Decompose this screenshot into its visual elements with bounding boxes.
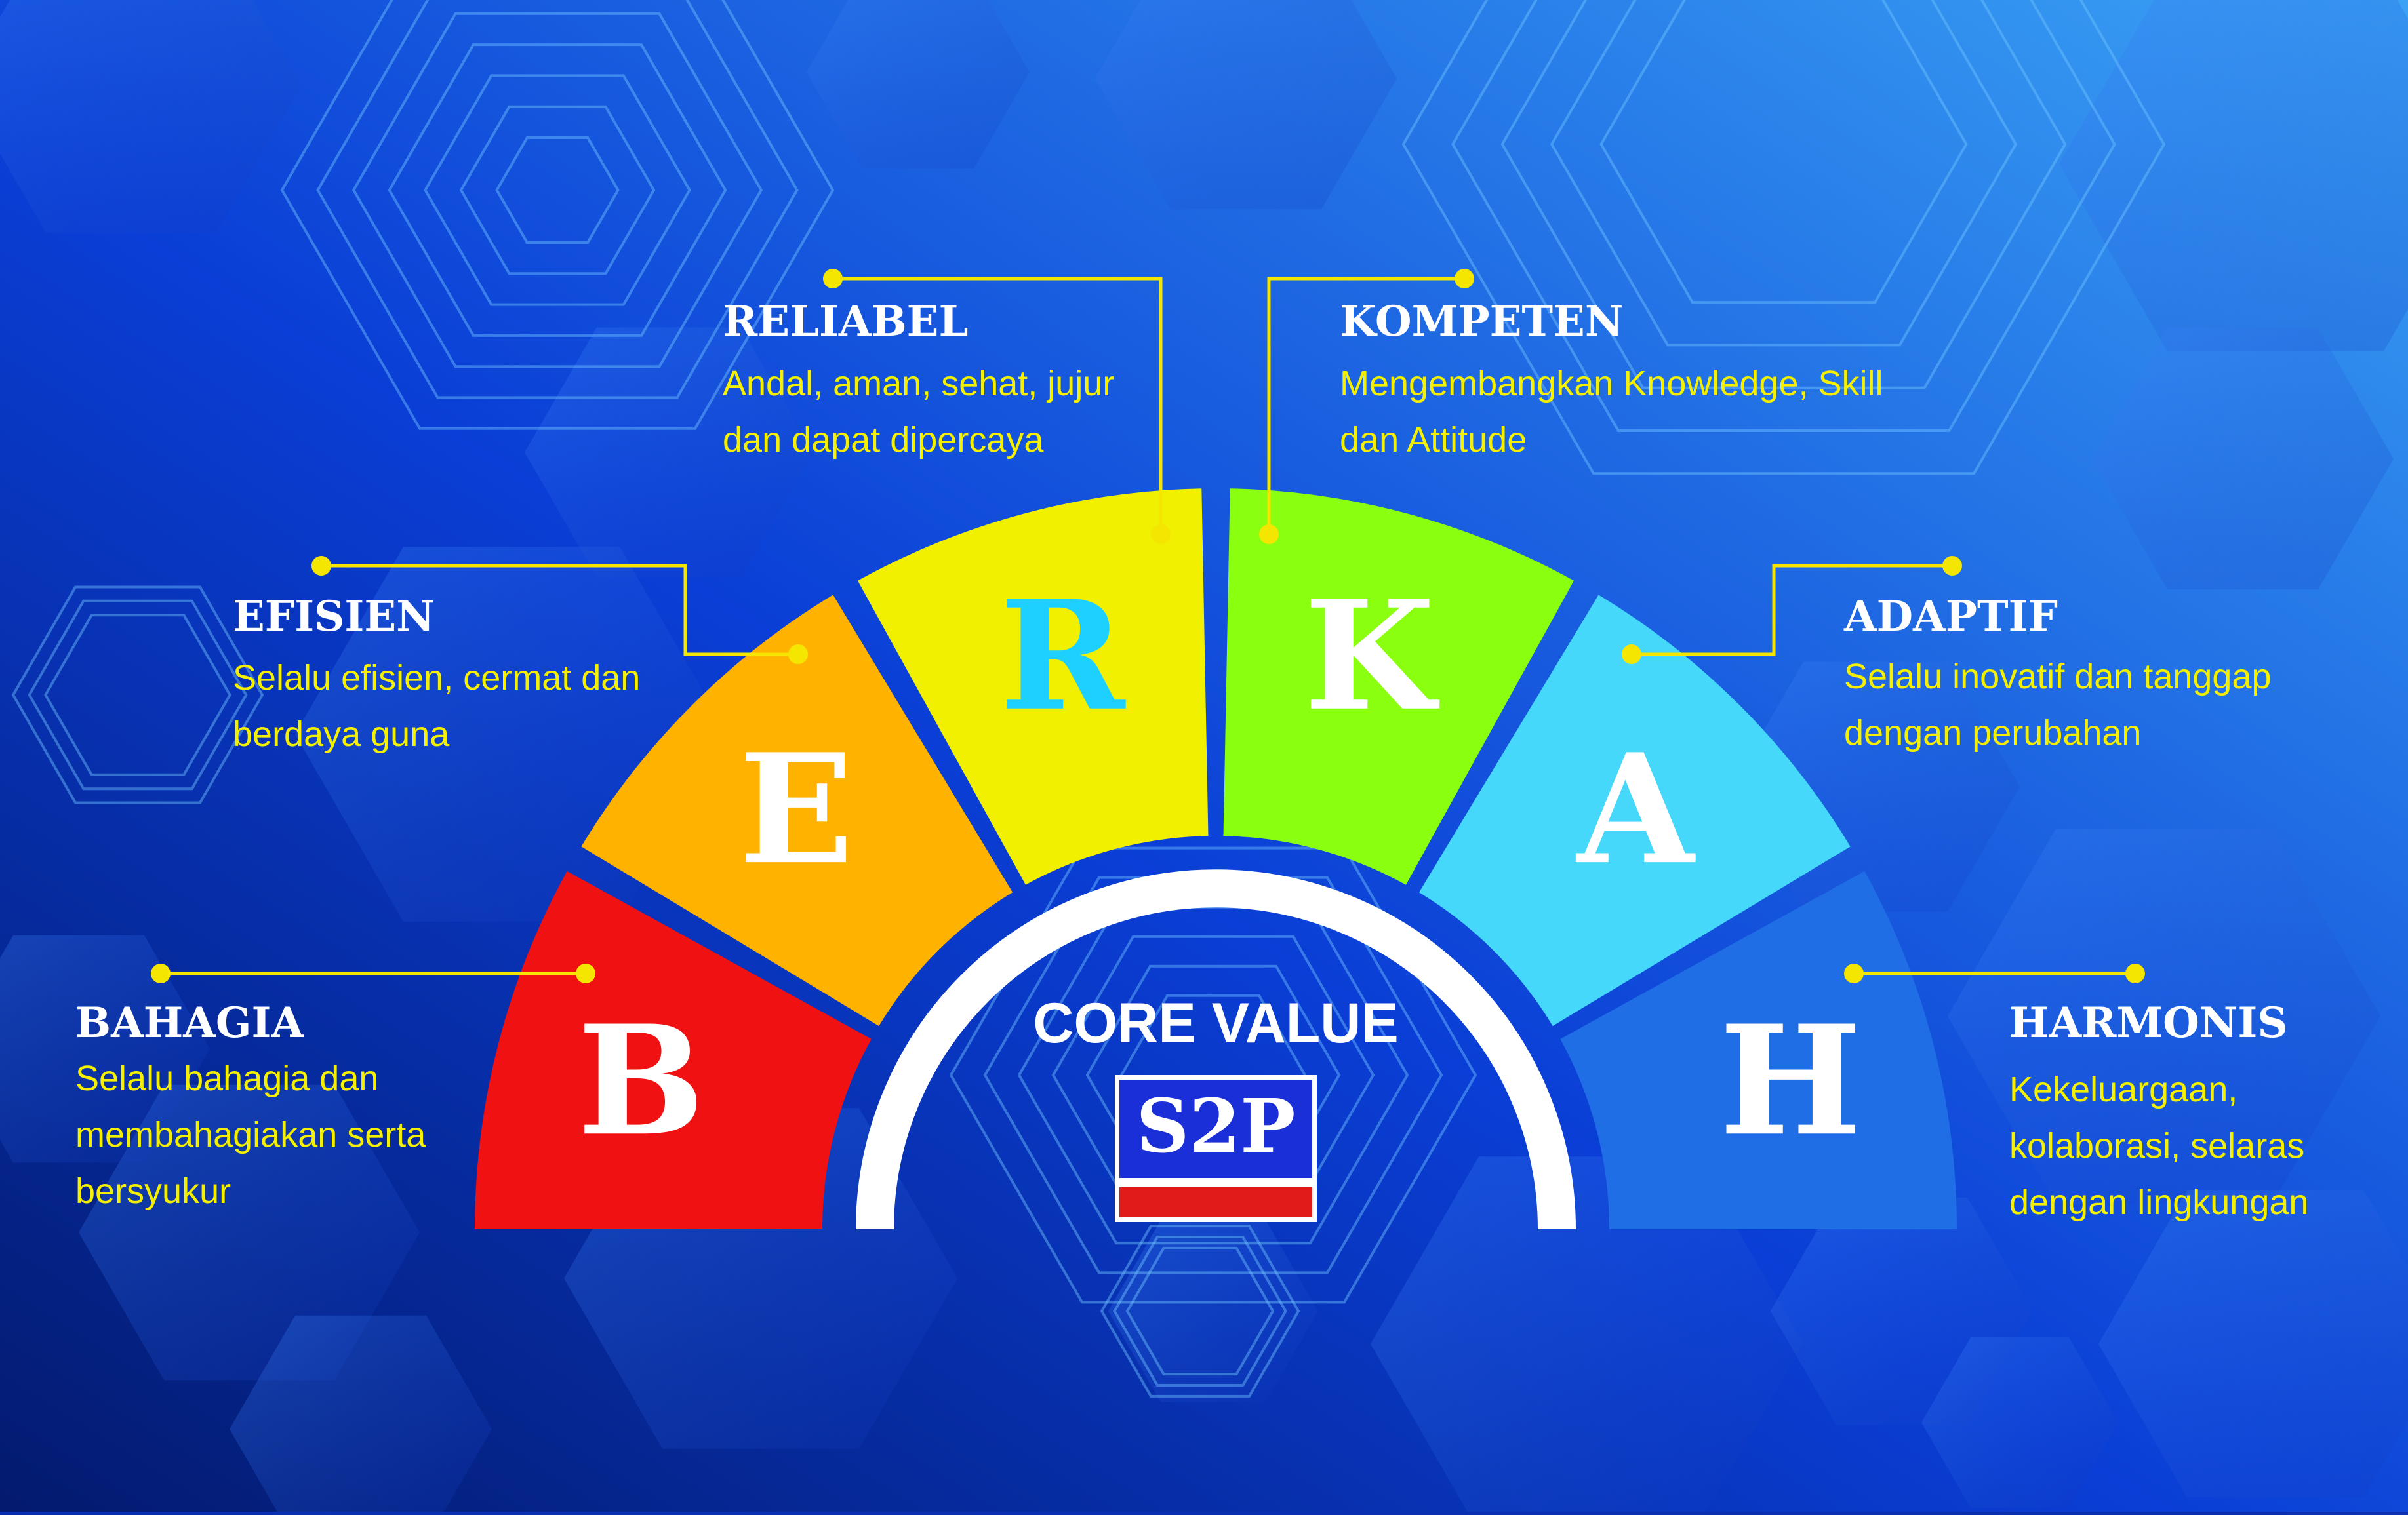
arch-segment-bahagia [475, 871, 872, 1229]
label-desc-line: berdaya guna [233, 715, 450, 754]
inner-white-arc [856, 869, 1576, 1230]
leader-dot-adaptif [1622, 644, 1641, 664]
label-title: ADAPTIF [1843, 592, 2058, 641]
leader-dot-kompeten [1455, 269, 1474, 288]
label-desc-line: dengan lingkungan [2009, 1183, 2308, 1222]
label-title: EFISIEN [233, 592, 435, 641]
arch-letter-a: A [1576, 721, 1696, 898]
arch-segment-efisien [581, 595, 1013, 1027]
logo-red-band [1119, 1187, 1312, 1217]
label-desc-line: kolaborasi, selaras [2009, 1126, 2304, 1166]
arch-letter-r: R [999, 568, 1126, 745]
leader-dot-bahagia [576, 964, 595, 983]
leader-line-kompeten [1267, 277, 1464, 534]
label-desc-line: Mengembangkan Knowledge, Skill [1340, 364, 1883, 403]
label-adaptif: ADAPTIF Selalu inovatif dan tanggap dengan… [1843, 592, 2272, 753]
arch-segment-adaptif [1418, 595, 1851, 1027]
label-title: HARMONIS [2009, 998, 2288, 1048]
core-value-title: CORE VALUE [1033, 992, 1398, 1055]
label-desc-line: dengan perubahan [1844, 713, 2141, 753]
label-title: KOMPETEN [1340, 297, 1623, 346]
label-bahagia: BAHAGIA Selalu bahagia dan membahagiakan s… [75, 998, 426, 1211]
leader-line-efisien [321, 564, 798, 656]
logo-blue-band [1119, 1080, 1312, 1178]
arch-segment-kompeten [1223, 488, 1575, 885]
leader-dot-harmonis [2125, 964, 2145, 983]
leader-dot-adaptif [1942, 556, 1962, 576]
label-desc-line: Selalu bahagia dan [75, 1059, 378, 1098]
arch-letter-k: K [1304, 568, 1439, 745]
label-desc-line: Selalu inovatif dan tanggap [1844, 657, 2272, 696]
leader-dot-harmonis [1844, 964, 1864, 983]
leader-dot-bahagia [151, 964, 171, 983]
s2p-logo: S2P [1115, 1075, 1317, 1222]
value-arch: BER KAH [475, 488, 1957, 1229]
leader-line-reliabel [833, 277, 1163, 534]
label-desc-line: bersyukur [75, 1171, 231, 1211]
label-desc-line: Andal, aman, sehat, jujur [723, 364, 1114, 403]
leader-dot-efisien [788, 644, 808, 664]
arch-segment-reliabel [857, 488, 1209, 885]
leader-dot-reliabel [1151, 524, 1171, 544]
label-title: BAHAGIA [75, 998, 304, 1048]
label-reliabel: RELIABEL Andal, aman, sehat, jujur dan dap… [723, 297, 1114, 460]
logo-text: S2P [1136, 1084, 1295, 1170]
label-desc-line: membahagiakan serta [75, 1115, 426, 1154]
leader-line-adaptif [1632, 564, 1952, 656]
value-labels: BAHAGIA Selalu bahagia dan membahagiakan s… [75, 297, 2308, 1222]
arch-letter-e: E [738, 721, 853, 898]
label-desc-line: dan Attitude [1340, 420, 1527, 460]
label-kompeten: KOMPETEN Mengembangkan Knowledge, Skill da… [1340, 297, 1883, 460]
label-efisien: EFISIEN Selalu efisien, cermat dan berdaya… [233, 592, 640, 754]
label-harmonis: HARMONIS Kekeluargaan, kolaborasi, selaras… [2009, 998, 2308, 1222]
leader-dot-reliabel [823, 269, 843, 288]
label-title: RELIABEL [723, 297, 968, 346]
leader-lines [151, 269, 2145, 983]
label-desc-line: Selalu efisien, cermat dan [233, 658, 640, 698]
arch-letter-h: H [1719, 993, 1862, 1170]
leader-dot-kompeten [1259, 524, 1279, 544]
label-desc-line: dan dapat dipercaya [723, 420, 1044, 460]
arch-letter-b: B [577, 993, 704, 1170]
leader-dot-efisien [311, 556, 331, 576]
label-desc-line: Kekeluargaan, [2009, 1070, 2237, 1109]
arch-segment-harmonis [1560, 871, 1957, 1229]
